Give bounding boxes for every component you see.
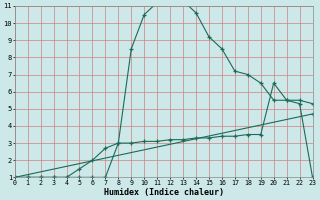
X-axis label: Humidex (Indice chaleur): Humidex (Indice chaleur)	[104, 188, 224, 197]
